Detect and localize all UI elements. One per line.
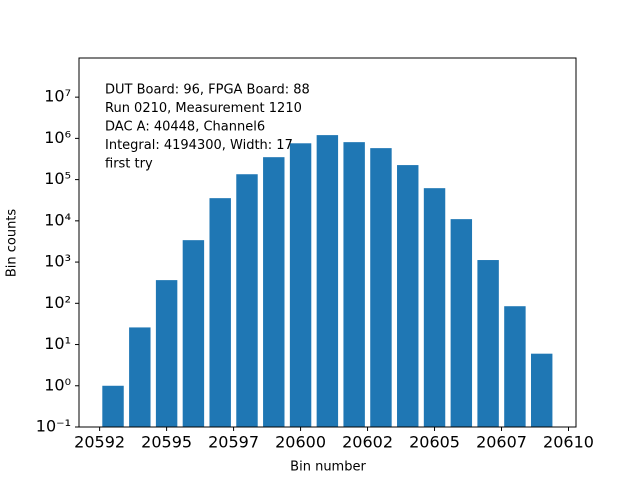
y-tick-label: 10⁶ [44, 128, 71, 147]
y-tick-label: 10⁻¹ [36, 417, 71, 436]
annotation: DUT Board: 96, FPGA Board: 88 [105, 83, 310, 98]
x-tick-label: 20607 [476, 433, 527, 452]
annotation: DAC A: 40448, Channel6 [105, 120, 265, 135]
y-axis-label: Bin counts [5, 209, 20, 278]
y-tick-label: 10² [44, 293, 71, 312]
x-tick-label: 20595 [141, 433, 192, 452]
annotation: first try [105, 157, 153, 172]
bar [209, 198, 231, 427]
bar [423, 188, 446, 427]
y-tick-label: 10⁷ [44, 87, 71, 106]
bar [289, 143, 312, 427]
x-tick-label: 20592 [74, 433, 125, 452]
x-tick-label: 20605 [409, 433, 460, 452]
annotation: Run 0210, Measurement 1210 [105, 101, 302, 116]
y-tick-label: 10¹ [44, 334, 71, 353]
bar [343, 142, 365, 427]
x-tick-label: 20602 [342, 433, 393, 452]
bar [504, 306, 526, 427]
bar [236, 174, 258, 427]
x-tick-label: 20597 [208, 433, 259, 452]
y-tick-label: 10⁴ [44, 210, 71, 229]
bar [450, 219, 473, 427]
bar [129, 327, 151, 427]
bar [155, 280, 178, 427]
bar [263, 157, 285, 427]
bar [182, 240, 205, 427]
annotation: Integral: 4194300, Width: 17 [105, 138, 293, 153]
bar [102, 385, 124, 427]
bar [530, 353, 553, 427]
bar [397, 165, 419, 427]
x-axis-label: Bin number [290, 460, 366, 475]
y-tick-label: 10³ [44, 252, 71, 271]
x-tick-label: 20600 [275, 433, 326, 452]
x-tick-label: 20610 [543, 433, 594, 452]
bar [370, 148, 392, 427]
y-tick-label: 10⁵ [44, 169, 71, 188]
y-tick-label: 10⁰ [44, 375, 71, 394]
plot-frame [78, 57, 577, 428]
bar [477, 260, 499, 427]
bar [316, 135, 339, 427]
